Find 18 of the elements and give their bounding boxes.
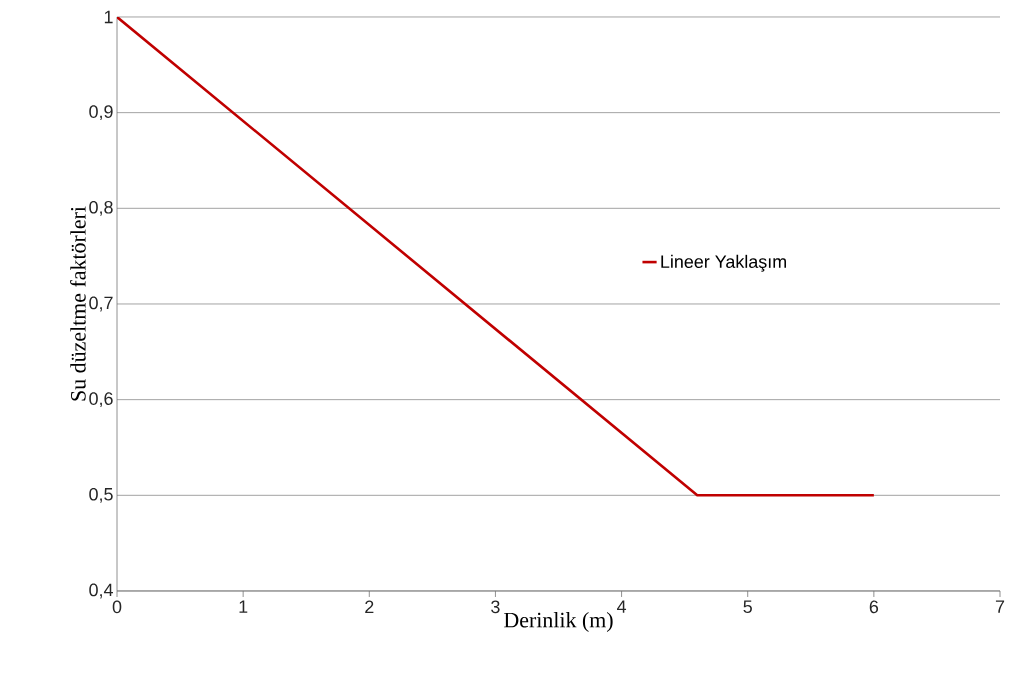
x-tick-label: 1 — [239, 600, 248, 613]
legend-label: Lineer Yaklaşım — [661, 254, 786, 272]
y-tick-label: 0,4 — [89, 583, 113, 599]
x-tick-label: 3 — [491, 600, 500, 614]
y-tick-label: 1 — [104, 10, 113, 24]
y-tick-label: 0,7 — [89, 296, 113, 312]
x-tick-label: 4 — [617, 600, 627, 613]
x-tick-label: 0 — [112, 600, 122, 614]
x-tick-label: 7 — [995, 600, 1005, 613]
y-tick-label: 0,9 — [89, 105, 113, 121]
x-tick-label: 2 — [365, 600, 374, 614]
y-tick-label: 0,8 — [89, 200, 113, 216]
y-axis-title: Su düzeltme faktörleri — [70, 206, 86, 401]
x-tick-label: 5 — [743, 600, 752, 614]
y-tick-label: 0,5 — [89, 487, 113, 503]
y-tick-label: 0,6 — [89, 392, 113, 408]
x-tick-label: 6 — [869, 600, 879, 614]
x-axis-title: Derinlik (m) — [504, 612, 613, 632]
